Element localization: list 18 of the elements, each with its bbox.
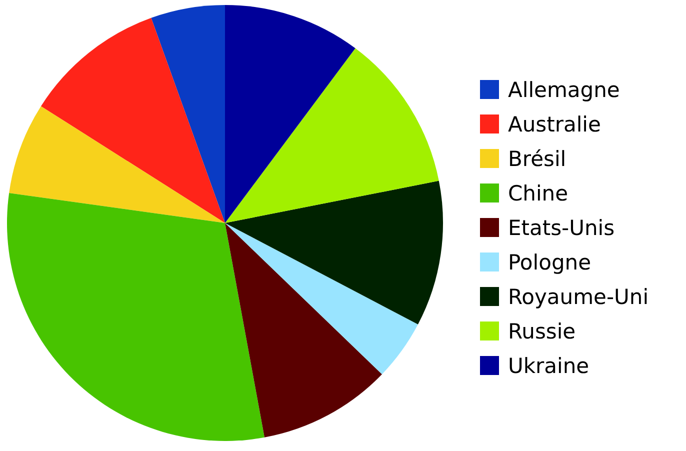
legend-label: Australie [508, 112, 601, 136]
legend-label: Pologne [508, 250, 592, 274]
pie-slice [225, 223, 382, 438]
pie-slice [151, 5, 225, 223]
pie-slice [40, 18, 225, 223]
legend-label: Allemagne [508, 78, 620, 102]
pie-slice [9, 106, 225, 223]
pie-slice [225, 48, 439, 223]
legend-label: Brésil [508, 147, 566, 171]
legend-label: Etats-Unis [508, 216, 615, 240]
legend-label: Russie [508, 320, 576, 344]
pie-slice [225, 223, 418, 374]
pie-slice [7, 192, 265, 441]
legend-label: Royaume-Uni [508, 285, 649, 309]
legend-label: Ukraine [508, 354, 590, 378]
legend-label: Chine [508, 182, 568, 206]
pie-slice [225, 5, 356, 223]
pie-slice [225, 180, 443, 324]
